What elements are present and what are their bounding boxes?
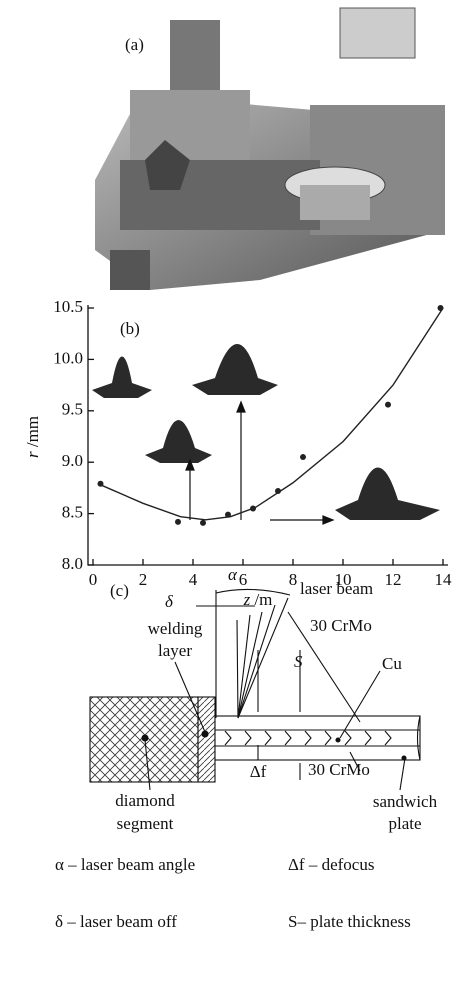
diagram-label: 30 CrMo <box>310 616 372 635</box>
diagram-label: plate <box>388 814 421 833</box>
y-tick-label: 8.5 <box>62 503 83 522</box>
x-tick-label: 0 <box>89 570 98 589</box>
panel-label: (a) <box>125 35 144 54</box>
diagram-label: sandwich <box>373 792 438 811</box>
y-tick-label: 8.0 <box>62 554 83 573</box>
inset-peaks <box>92 344 440 520</box>
axis-var: z <box>243 590 251 609</box>
axis-unit: /m <box>254 590 272 609</box>
diagram-label: welding <box>148 619 203 638</box>
legend-item: Δf – defocus <box>288 855 374 874</box>
diagram <box>89 588 421 791</box>
diagram-label: 30 CrMo <box>308 760 370 779</box>
x-tick-label: 4 <box>189 570 198 589</box>
y-axis-label: r /mm <box>23 416 42 458</box>
fit-line <box>100 307 444 521</box>
data-point <box>385 401 391 408</box>
diagram-label: S <box>294 652 303 671</box>
y-tick-label: 10.0 <box>53 348 83 367</box>
axis-unit: /mm <box>23 416 42 447</box>
diagram-label: δ <box>165 592 174 611</box>
y-tick-label: 10.5 <box>53 297 83 316</box>
data-point <box>175 518 181 525</box>
x-tick-label: 12 <box>385 570 402 589</box>
diagram-label: layer <box>158 641 192 660</box>
y-tick-label: 9.5 <box>62 400 83 419</box>
x-tick-label: 14 <box>435 570 453 589</box>
panel-label: (b) <box>120 319 140 338</box>
diagram-label: Cu <box>382 654 402 673</box>
photo <box>95 7 445 290</box>
legend-item: δ – laser beam off <box>55 912 177 931</box>
x-tick-label: 2 <box>139 570 148 589</box>
x-axis-label: z /m <box>243 590 273 609</box>
axis-var: r <box>23 451 42 458</box>
legend-item: α – laser beam angle <box>55 855 195 874</box>
axis-frame <box>87 305 448 566</box>
y-tick-label: 9.0 <box>62 451 83 470</box>
diagram-label: α <box>228 565 238 584</box>
panel-label: (c) <box>110 581 129 600</box>
diagram-label: laser beam <box>300 579 373 598</box>
data-point <box>200 519 206 526</box>
diagram-label: segment <box>117 814 174 833</box>
x-tick-label: 10 <box>335 570 352 589</box>
x-tick-label: 8 <box>289 570 298 589</box>
arrows <box>185 400 335 525</box>
legend-item: S– plate thickness <box>288 912 411 931</box>
data-point <box>300 454 306 461</box>
data-point <box>275 487 281 494</box>
diagram-label: Δf <box>250 762 267 781</box>
diagram-label: diamond <box>115 791 175 810</box>
x-tick-label: 6 <box>239 570 248 589</box>
